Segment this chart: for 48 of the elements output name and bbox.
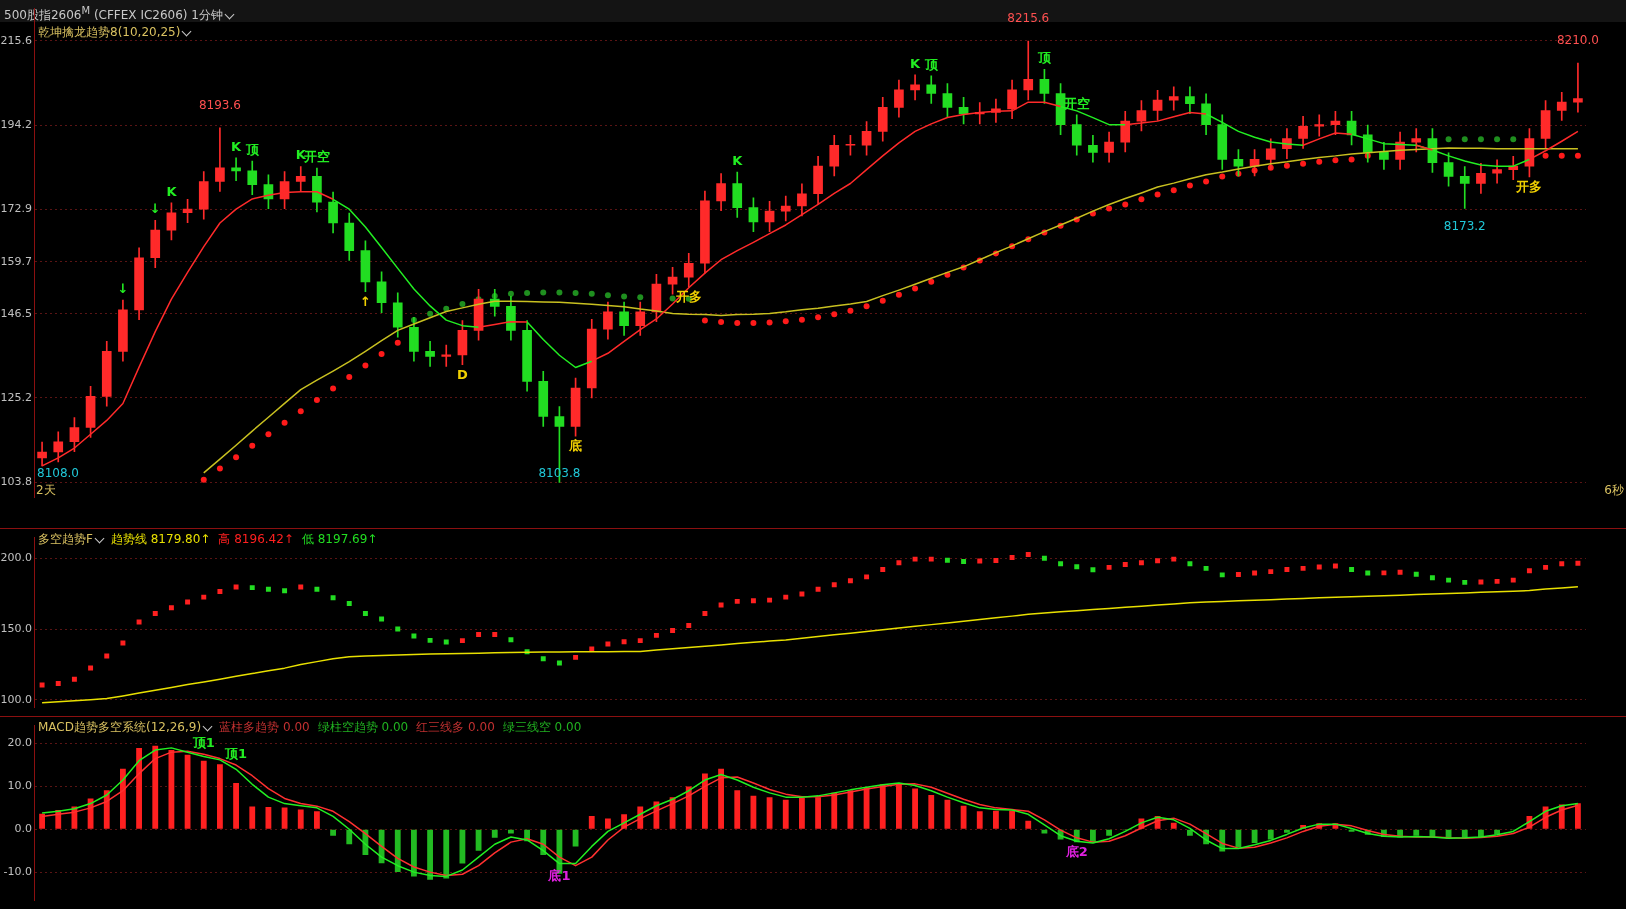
annotation: K (910, 55, 922, 71)
annotation: 顶1 (224, 745, 248, 761)
y-tick-label: 100.0 (0, 692, 32, 706)
y-tick-label: -10.0 (3, 864, 32, 878)
y-tick-label: 200.0 (0, 551, 32, 565)
annotation: 顶 (923, 56, 939, 72)
chart-title: 多空趋势F (38, 532, 93, 546)
y-tick-label: 20.0 (7, 736, 32, 750)
annotation: K (166, 183, 178, 199)
text: 乾坤擒龙趋势8(10,20,25) (38, 25, 181, 39)
y-tick-label: 103.8 (0, 475, 32, 489)
annotation: ↓ (149, 201, 161, 217)
annotation: 底 (568, 438, 583, 454)
y-tick-label: 0.0 (14, 822, 32, 836)
annotation: 蓝柱多趋势 0.00 (219, 720, 310, 734)
annotation: 红三线多 0.00 (416, 720, 495, 734)
annotation: 顶 (1036, 50, 1052, 66)
y-tick-label: 172.9 (0, 202, 32, 216)
annotation: D (457, 366, 469, 382)
text: 低 8197.69↑ (301, 532, 378, 546)
y-tick-label: 125.2 (0, 390, 32, 404)
annotation: 8173.2 (1443, 218, 1486, 233)
y-tick-label: 146.5 (0, 306, 32, 320)
annotation: 开多 (1515, 178, 1543, 194)
text: 高 8196.42↑ (218, 532, 294, 546)
annotation: 8193.6 (198, 97, 241, 112)
annotation: 绿柱空趋势 0.00 (317, 720, 409, 734)
y-tick-label: 159.7 (0, 254, 32, 268)
annotation: 底1 (547, 868, 571, 884)
text: 趋势线 8179.80↑ (110, 532, 211, 546)
y-tick-label: 194.2 (0, 118, 32, 132)
annotation: 8215.6 (1007, 11, 1050, 26)
annotation: 8210.0 (1556, 33, 1599, 48)
annotation: 8108.0 (36, 465, 79, 480)
y-tick-label: 10.0 (7, 779, 32, 793)
y-tick-label: 215.6 (0, 33, 32, 47)
annotation: 2天 (36, 482, 56, 497)
annotation: ↓ (117, 280, 129, 296)
annotation: 底2 (1064, 844, 1088, 860)
annotation: 绿三线空 0.00 (502, 720, 582, 734)
annotation: 顶1 (191, 735, 215, 751)
text: 6秒 (1604, 482, 1624, 497)
chart-title: MACD趋势多空系统(12,26,9) (38, 720, 202, 734)
y-tick-label: 150.0 (0, 621, 32, 635)
annotation: ↑ (359, 293, 371, 309)
annotation: K (231, 138, 243, 154)
annotation: K (732, 152, 744, 168)
annotation: 顶 (244, 141, 260, 157)
